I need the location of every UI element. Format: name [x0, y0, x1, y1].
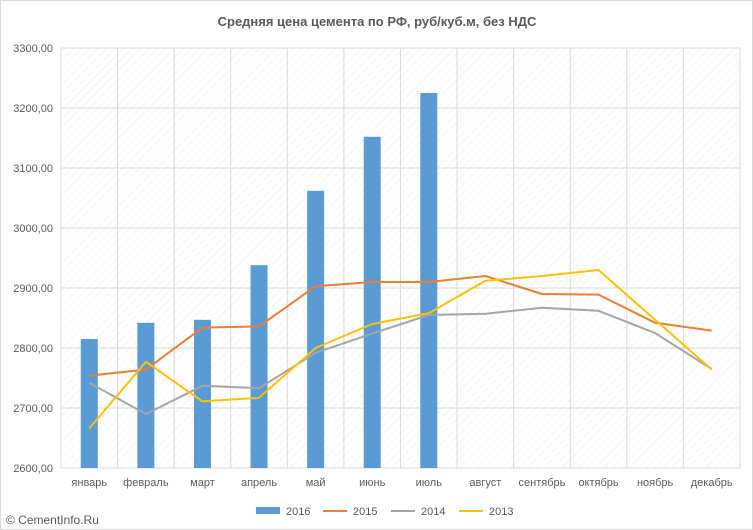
- plot-area: 2600,00 2700,00 2800,00 2900,00 3000,00 3100,…: [13, 43, 741, 518]
- x-tick-label: январь: [71, 477, 107, 489]
- legend-swatch-2016: [256, 507, 280, 514]
- bar-2016: [250, 265, 268, 468]
- x-tick-label: июль: [416, 477, 443, 489]
- x-tick-label: ноябрь: [637, 477, 674, 489]
- legend-label-2015: 2015: [353, 506, 377, 518]
- x-tick-label: февраль: [123, 477, 169, 489]
- chart-title: Средняя цена цемента по РФ, руб/куб.м, б…: [218, 14, 537, 29]
- y-tick-label: 3200,00: [13, 103, 53, 115]
- watermark-text: © CementInfo.Ru: [6, 513, 99, 527]
- y-tick-label: 2700,00: [13, 403, 53, 415]
- x-tick-label: сентябрь: [519, 477, 566, 489]
- y-tick-label: 2600,00: [13, 463, 53, 475]
- x-tick-label: октябрь: [578, 477, 618, 489]
- y-tick-label: 2900,00: [13, 283, 53, 295]
- x-tick-label: май: [306, 477, 326, 489]
- line-series-2013: [88, 269, 713, 430]
- bar-2016: [363, 136, 381, 469]
- bar-2016: [420, 93, 438, 468]
- x-tick-label: август: [469, 477, 501, 489]
- x-tick-label: апрель: [241, 477, 277, 489]
- legend-label-2013: 2013: [489, 506, 513, 518]
- bar-2016: [137, 322, 155, 468]
- x-tick-label: июнь: [359, 477, 385, 489]
- x-tick-label: декабрь: [691, 477, 733, 489]
- bar-2016: [193, 319, 211, 468]
- bar-2016: [80, 339, 98, 468]
- bar-2016: [307, 190, 325, 469]
- y-tick-label: 3100,00: [13, 163, 53, 175]
- y-tick-label: 2800,00: [13, 343, 53, 355]
- legend-label-2016: 2016: [286, 506, 310, 518]
- y-tick-label: 3000,00: [13, 223, 53, 235]
- x-tick-label: март: [190, 477, 215, 489]
- y-tick-label: 3300,00: [13, 43, 53, 55]
- legend-label-2014: 2014: [421, 506, 445, 518]
- line-series-2015: [89, 275, 712, 377]
- line-series-2014: [88, 306, 713, 415]
